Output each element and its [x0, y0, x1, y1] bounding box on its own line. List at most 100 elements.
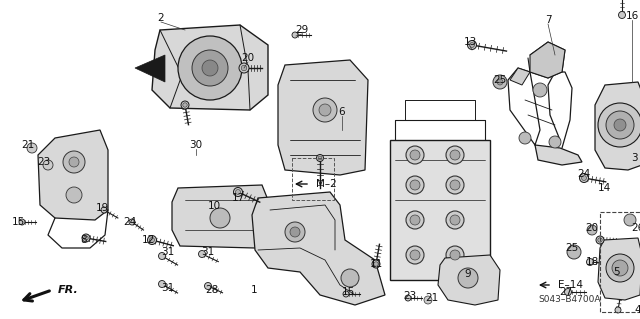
Circle shape [614, 119, 626, 131]
Text: 31: 31 [161, 247, 175, 257]
Circle shape [343, 291, 349, 297]
Circle shape [181, 101, 189, 109]
Circle shape [241, 65, 247, 71]
Circle shape [202, 60, 218, 76]
Circle shape [587, 225, 597, 235]
Circle shape [150, 238, 154, 242]
Polygon shape [530, 42, 565, 78]
Text: 30: 30 [189, 140, 203, 150]
Text: M–2: M–2 [316, 179, 337, 189]
Circle shape [192, 50, 228, 86]
Circle shape [43, 160, 53, 170]
Text: 15: 15 [12, 217, 24, 227]
Circle shape [318, 156, 322, 160]
Circle shape [159, 280, 166, 287]
Polygon shape [135, 55, 165, 82]
Text: 1: 1 [251, 285, 257, 295]
Text: 25: 25 [565, 243, 579, 253]
Circle shape [82, 234, 90, 242]
Circle shape [239, 63, 249, 73]
Circle shape [198, 250, 205, 257]
Circle shape [549, 136, 561, 148]
Circle shape [66, 187, 82, 203]
Polygon shape [595, 82, 640, 170]
Circle shape [290, 227, 300, 237]
Circle shape [84, 236, 88, 240]
Text: 10: 10 [207, 201, 221, 211]
Text: 6: 6 [339, 107, 346, 117]
Polygon shape [598, 238, 640, 300]
Circle shape [129, 219, 135, 225]
Circle shape [27, 143, 37, 153]
Circle shape [285, 222, 305, 242]
Circle shape [598, 238, 602, 242]
Circle shape [567, 245, 581, 259]
Circle shape [582, 175, 586, 181]
Circle shape [101, 207, 107, 213]
Text: 12: 12 [141, 235, 155, 245]
Circle shape [319, 104, 331, 116]
Circle shape [205, 283, 211, 290]
Circle shape [405, 295, 411, 301]
Circle shape [183, 103, 188, 107]
Circle shape [596, 236, 604, 244]
Text: 25: 25 [493, 75, 507, 85]
Circle shape [497, 79, 503, 85]
Polygon shape [535, 145, 582, 165]
Circle shape [446, 211, 464, 229]
Circle shape [292, 32, 298, 38]
Circle shape [406, 146, 424, 164]
Circle shape [69, 157, 79, 167]
Text: 28: 28 [205, 285, 219, 295]
Text: 29: 29 [296, 25, 308, 35]
Circle shape [406, 211, 424, 229]
Circle shape [450, 250, 460, 260]
Polygon shape [172, 185, 268, 248]
Circle shape [410, 250, 420, 260]
Text: 14: 14 [597, 183, 611, 193]
Circle shape [410, 215, 420, 225]
Circle shape [234, 188, 243, 197]
Circle shape [519, 132, 531, 144]
Text: 23: 23 [37, 157, 51, 167]
Text: 17: 17 [232, 193, 244, 203]
Text: 21: 21 [21, 140, 35, 150]
Text: 8: 8 [81, 235, 87, 245]
Circle shape [450, 150, 460, 160]
Text: 4: 4 [635, 305, 640, 315]
Text: 16: 16 [625, 11, 639, 21]
Circle shape [63, 151, 85, 173]
Circle shape [564, 288, 572, 295]
Circle shape [579, 174, 589, 182]
Circle shape [372, 260, 380, 268]
Circle shape [606, 111, 634, 139]
Text: 11: 11 [369, 259, 383, 269]
Circle shape [159, 253, 166, 259]
Text: 9: 9 [465, 269, 471, 279]
Polygon shape [510, 68, 530, 85]
Circle shape [446, 146, 464, 164]
Circle shape [606, 254, 634, 282]
Text: S043–B4700A: S043–B4700A [539, 295, 601, 305]
Circle shape [236, 189, 241, 195]
Text: 26: 26 [632, 223, 640, 233]
Circle shape [450, 215, 460, 225]
Text: 2: 2 [157, 13, 164, 23]
Circle shape [446, 246, 464, 264]
Circle shape [612, 260, 628, 276]
Text: 20: 20 [586, 223, 598, 233]
Text: 24: 24 [577, 169, 591, 179]
Circle shape [446, 176, 464, 194]
Text: 19: 19 [95, 203, 109, 213]
Polygon shape [438, 255, 500, 305]
Text: 24: 24 [124, 217, 136, 227]
Circle shape [624, 214, 636, 226]
Circle shape [19, 219, 25, 225]
Polygon shape [278, 60, 368, 175]
Circle shape [178, 36, 242, 100]
Circle shape [598, 103, 640, 147]
Text: 18: 18 [586, 257, 598, 267]
Circle shape [341, 269, 359, 287]
Text: 31: 31 [161, 283, 175, 293]
Text: E–14: E–14 [558, 280, 583, 290]
